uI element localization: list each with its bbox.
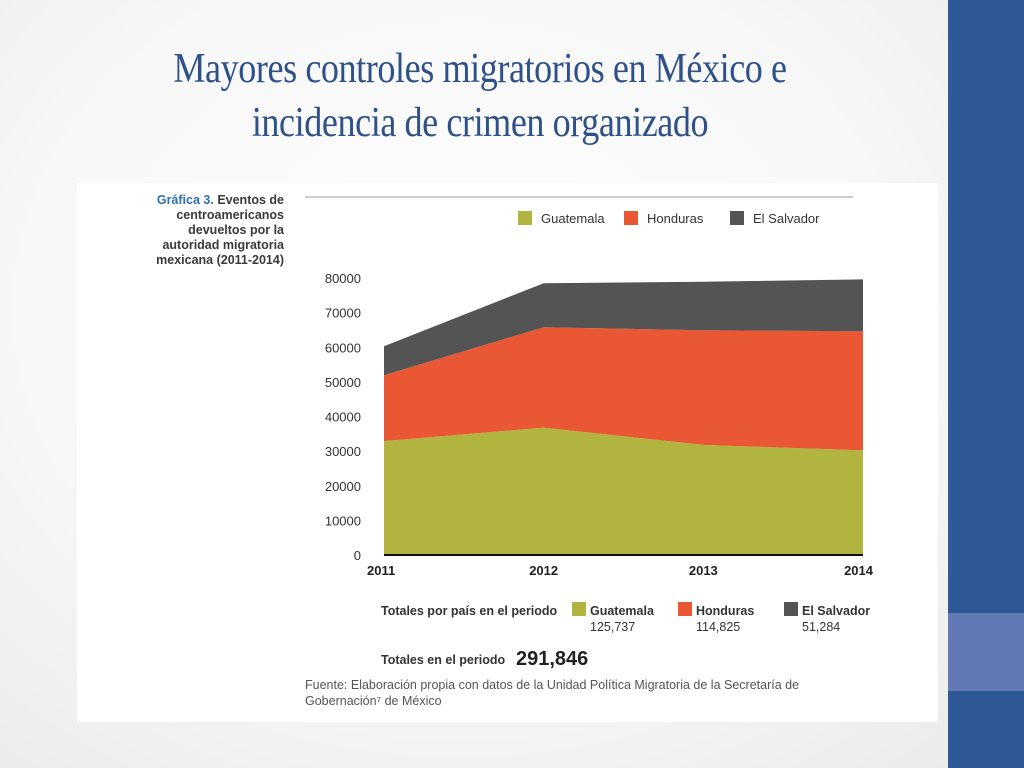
slide-title-line-1: Mayores controles migratorios en México … bbox=[173, 46, 787, 92]
y-tick-label: 20000 bbox=[325, 479, 361, 494]
area-series-honduras bbox=[384, 327, 863, 451]
area-series-el-salvador bbox=[384, 279, 863, 376]
sidebar-accent-block bbox=[948, 613, 1024, 691]
y-tick-label: 10000 bbox=[325, 513, 361, 528]
x-tick-label: 2012 bbox=[529, 563, 558, 578]
y-tick-label: 0 bbox=[354, 548, 361, 563]
legend-swatch-honduras bbox=[624, 211, 638, 225]
legend-swatch-guatemala bbox=[518, 211, 532, 225]
totals-swatch-guatemala bbox=[572, 602, 586, 616]
totals-value-guatemala: 125,737 bbox=[590, 620, 635, 634]
x-tick-label: 2013 bbox=[689, 563, 718, 578]
totals-name-guatemala: Guatemala bbox=[590, 604, 655, 618]
chart-caption: Gráfica 3. Eventos de centroamericanos d… bbox=[128, 193, 284, 268]
period-total-label: Totales en el periodo bbox=[381, 653, 505, 667]
legend-label-guatemala: Guatemala bbox=[541, 211, 605, 226]
area-series-group bbox=[384, 279, 863, 555]
y-axis-ticks: 0 10000 20000 30000 40000 50000 60000 70000 8000… bbox=[325, 271, 361, 563]
legend: Guatemala Honduras El Salvador bbox=[518, 211, 820, 226]
totals-swatch-el-salvador bbox=[784, 602, 798, 616]
legend-label-honduras: Honduras bbox=[647, 211, 704, 226]
x-tick-label: 2011 bbox=[367, 563, 395, 578]
y-tick-label: 30000 bbox=[325, 444, 361, 459]
x-tick-label: 2014 bbox=[844, 563, 874, 578]
totals-by-country: Totales por país en el periodo Guatemala… bbox=[381, 602, 870, 634]
slide-title-line-2: incidencia de crimen organizado bbox=[251, 100, 709, 146]
totals-value-el-salvador: 51,284 bbox=[802, 620, 840, 634]
legend-label-el-salvador: El Salvador bbox=[753, 211, 820, 226]
caption-label: Gráfica 3. bbox=[156, 193, 214, 207]
y-tick-label: 50000 bbox=[325, 375, 361, 390]
y-tick-label: 80000 bbox=[325, 271, 361, 286]
source-line-2: Gobernación⁷ de México bbox=[305, 694, 442, 708]
source-line-1: Fuente: Elaboración propia con datos de … bbox=[305, 678, 799, 692]
totals-name-el-salvador: El Salvador bbox=[802, 604, 870, 618]
caption-text: Eventos de centroamericanos devueltos po… bbox=[156, 193, 284, 267]
period-total-value: 291,846 bbox=[516, 648, 588, 670]
area-series-guatemala bbox=[384, 427, 863, 555]
y-tick-label: 70000 bbox=[325, 306, 361, 321]
totals-value-honduras: 114,825 bbox=[696, 620, 740, 634]
y-tick-label: 40000 bbox=[325, 410, 361, 425]
x-axis-ticks: 2011 2012 2013 2014 bbox=[367, 563, 874, 578]
y-tick-label: 60000 bbox=[325, 340, 361, 355]
totals-name-honduras: Honduras bbox=[696, 604, 754, 618]
slide-title: Mayores controles migratorios en México … bbox=[119, 42, 841, 150]
legend-swatch-el-salvador bbox=[730, 211, 744, 225]
totals-swatch-honduras bbox=[678, 602, 692, 616]
totals-label: Totales por país en el periodo bbox=[381, 604, 558, 618]
